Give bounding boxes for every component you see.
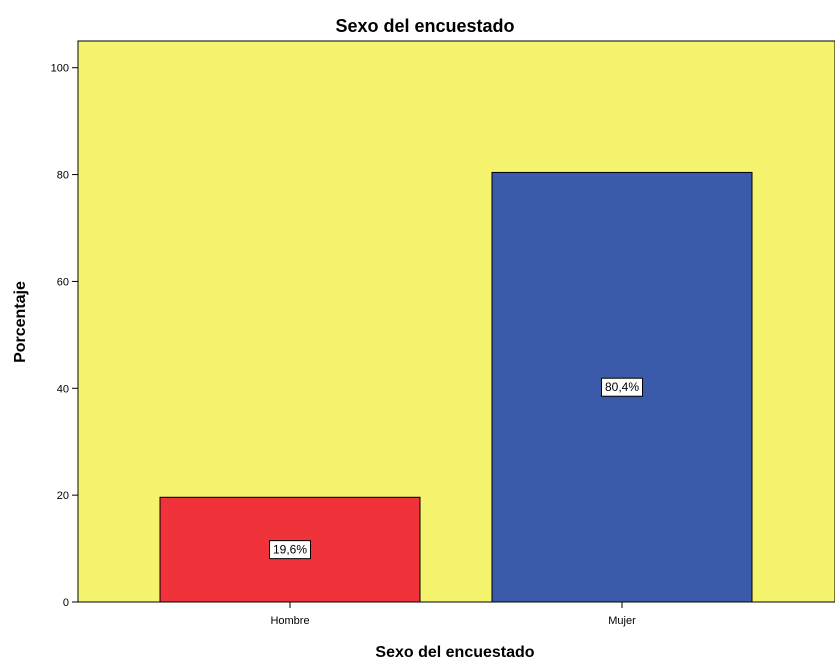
data-label-box	[601, 377, 643, 397]
x-tick-label: Hombre	[270, 615, 309, 627]
y-tick-label: 40	[57, 383, 69, 395]
y-tick-label: 80	[57, 170, 69, 182]
data-label: 19,6%	[273, 543, 307, 557]
x-tick-label: Mujer	[608, 615, 636, 627]
y-tick-label: 20	[57, 490, 69, 502]
y-tick-label: 100	[51, 63, 69, 75]
y-axis-title: Porcentaje	[12, 281, 29, 363]
y-tick-label: 0	[63, 597, 69, 609]
x-axis-title: Sexo del encuestado	[375, 644, 534, 661]
y-tick-label: 60	[57, 276, 69, 288]
data-label: 80,4%	[605, 380, 639, 394]
chart-title: Sexo del encuestado	[335, 16, 514, 36]
data-label-box	[269, 540, 311, 560]
